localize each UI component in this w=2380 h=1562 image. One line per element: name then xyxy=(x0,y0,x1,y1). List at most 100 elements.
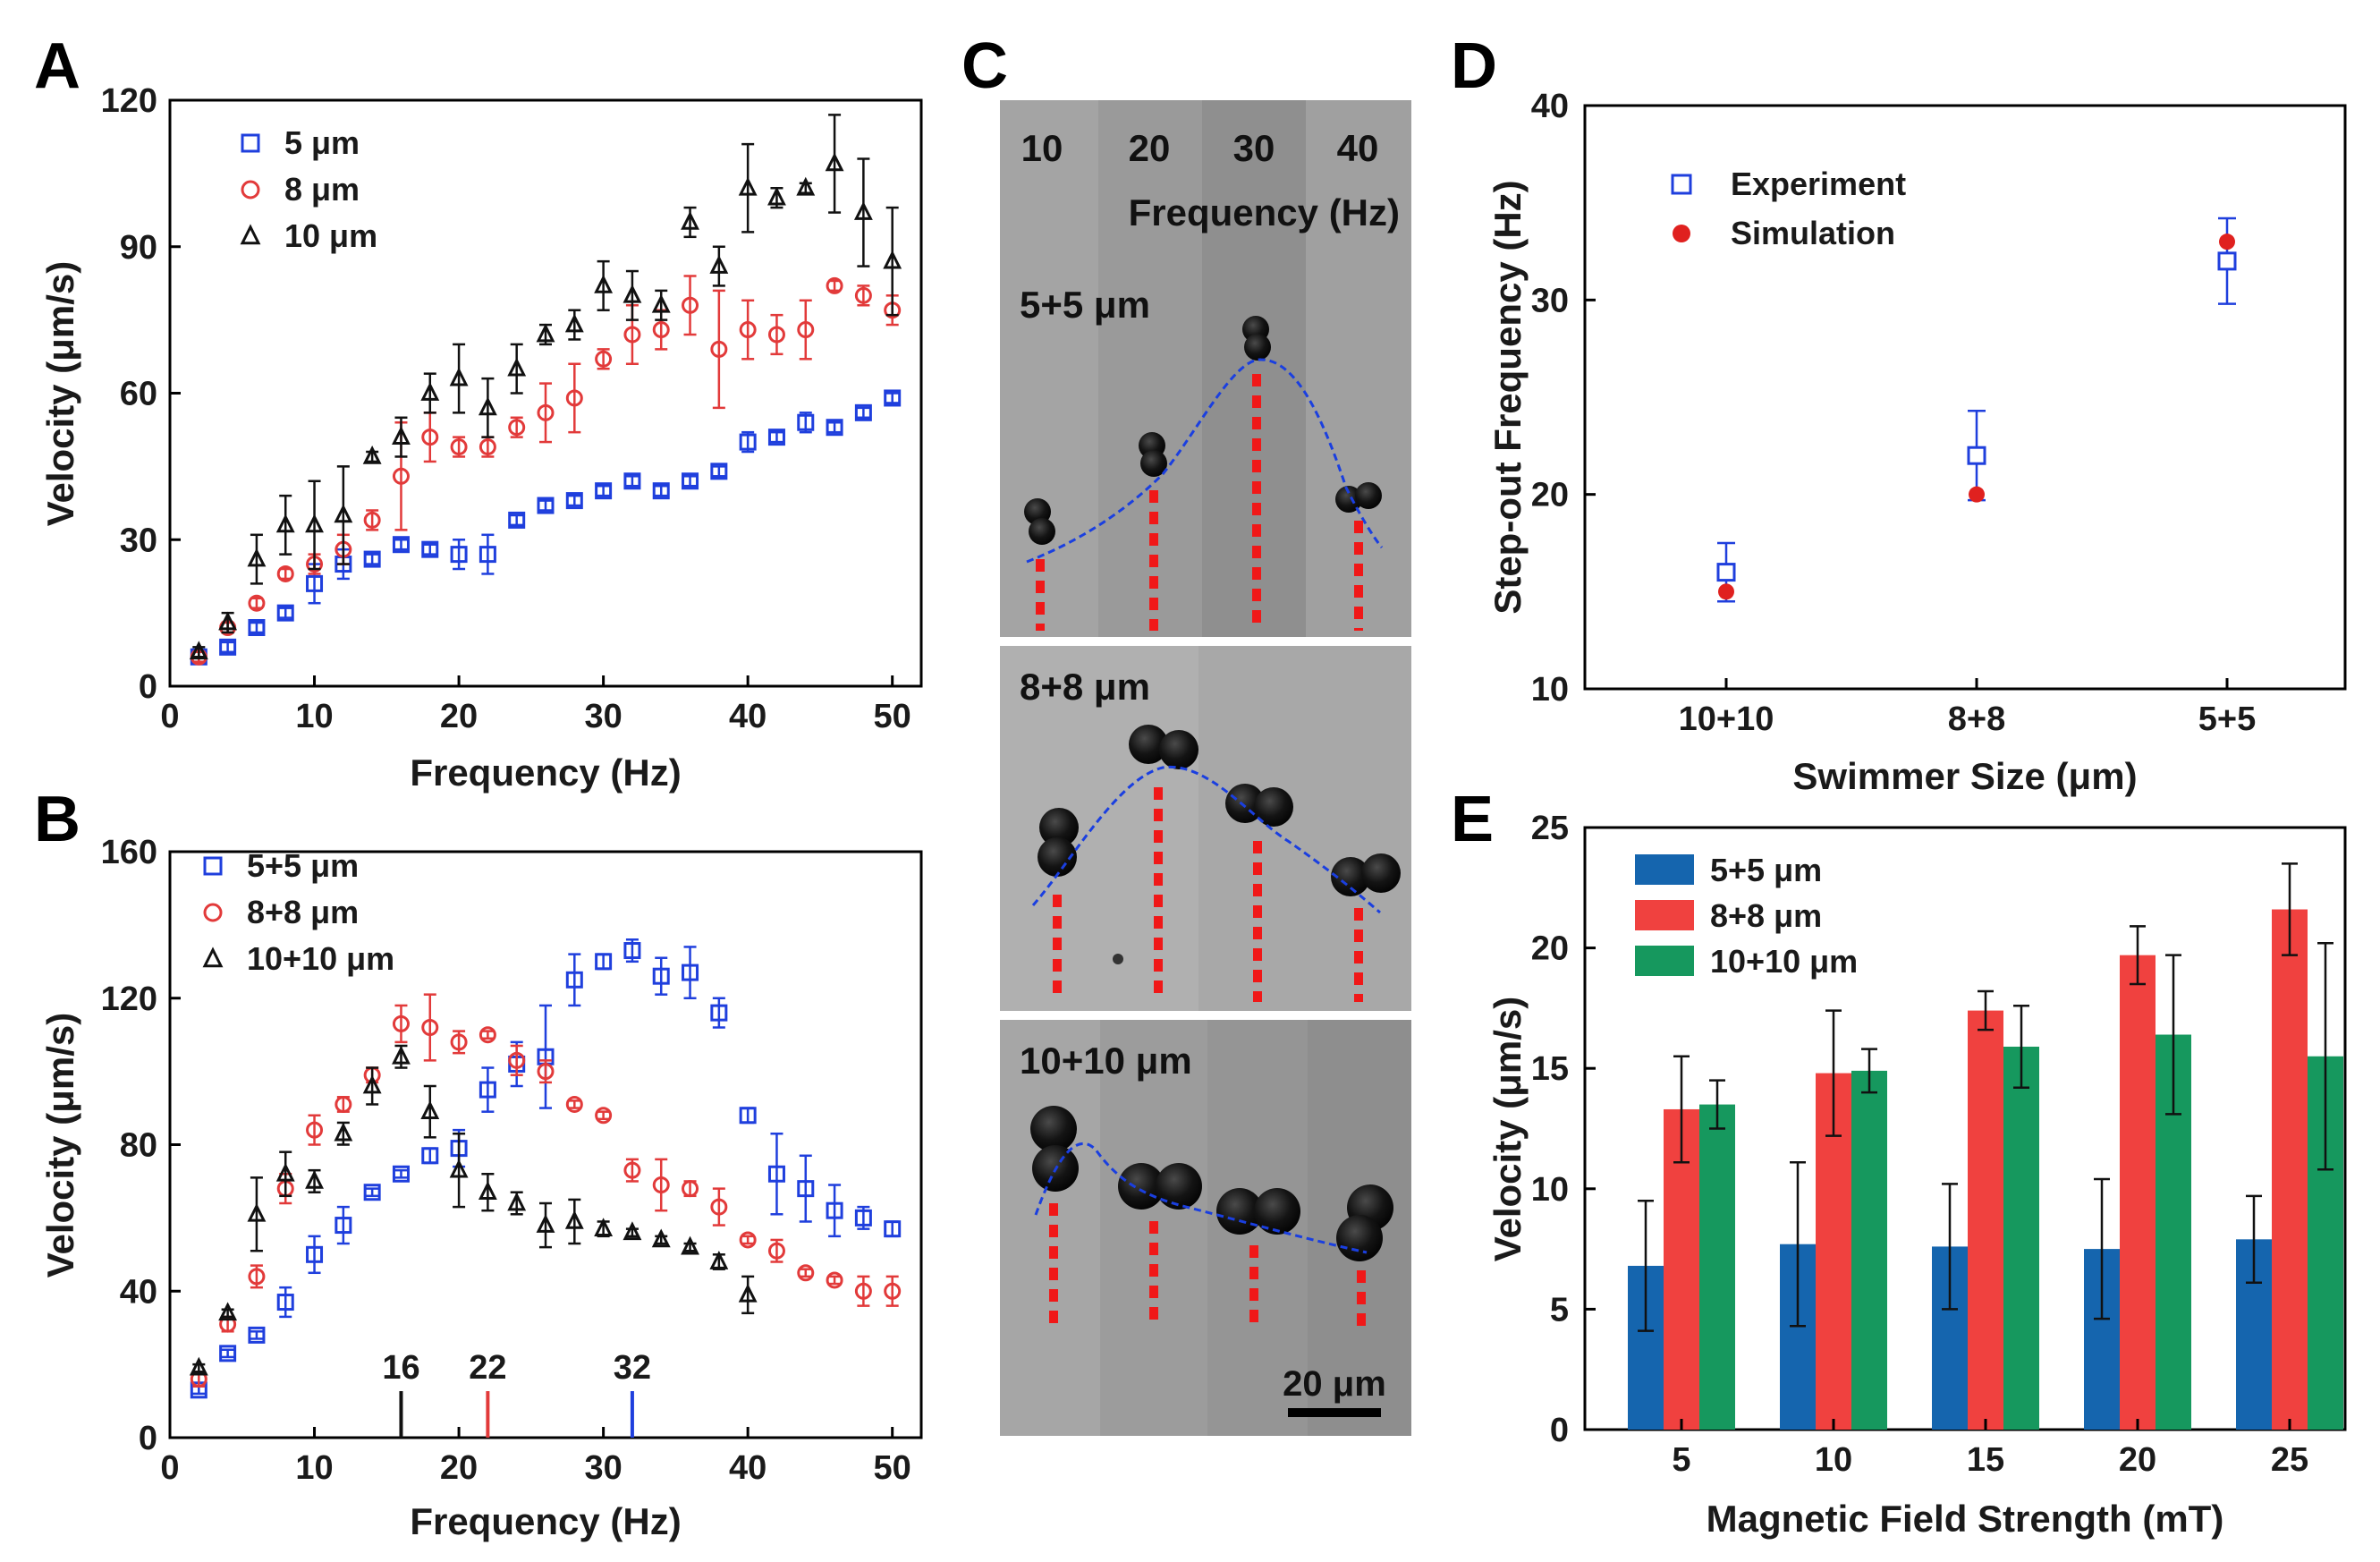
chart-a-point xyxy=(247,548,267,567)
chart-a-point xyxy=(219,638,237,656)
chart-a-point xyxy=(739,321,757,339)
chart-a-legend-marker xyxy=(241,133,260,153)
chart-d-legend-marker xyxy=(1673,225,1690,242)
chart-a-ytick-label: 60 xyxy=(120,376,157,413)
chart-b-point xyxy=(797,1180,815,1198)
chart-a-point xyxy=(507,357,527,377)
chart-b-xtick-label: 40 xyxy=(729,1449,767,1487)
chart-b-point xyxy=(392,1014,410,1032)
chart-e-xtick-label: 15 xyxy=(1967,1441,2004,1479)
chart-e-xtick-label: 25 xyxy=(2271,1441,2308,1479)
chart-a-point xyxy=(595,350,613,368)
chart-a-legend-label: 5 μm xyxy=(284,124,360,161)
chart-b-point xyxy=(507,1192,527,1211)
chart-e-bar xyxy=(1851,1070,1887,1430)
chart-a-point xyxy=(537,497,555,514)
chart-b-point xyxy=(652,967,670,985)
chart-e-legend-swatch xyxy=(1635,946,1694,976)
chart-a-point xyxy=(508,419,526,437)
chart-b-point xyxy=(739,1231,757,1249)
chart-a-legend-marker xyxy=(240,224,261,245)
beads-8x8 xyxy=(1031,725,1401,1002)
chart-a-point xyxy=(710,340,728,358)
step-out-label: 16 xyxy=(382,1349,419,1387)
chart-b-point xyxy=(306,1245,324,1263)
chart-b-point xyxy=(854,1209,872,1227)
chart-e: 0 5 10 15 20 25 5 10 15 20 25 Magnetic Field Stren… xyxy=(1486,810,2347,1540)
chart-b-point xyxy=(826,1271,843,1289)
chart-a-point xyxy=(275,514,295,533)
chart-b-point xyxy=(478,1181,497,1201)
chart-a-point xyxy=(305,514,324,533)
chart-b-point xyxy=(681,1235,699,1255)
chart-a-point xyxy=(710,463,728,480)
chart-b-point xyxy=(449,1159,469,1178)
chart-e-legend-swatch xyxy=(1635,900,1694,930)
chart-a-point xyxy=(537,403,555,421)
freq-label-10: 10 xyxy=(1021,127,1063,169)
chart-a-point xyxy=(797,321,815,339)
chart-b-xlabel: Frequency (Hz) xyxy=(410,1500,681,1542)
chart-b-point xyxy=(392,1045,411,1065)
chart-a-xtick-label: 10 xyxy=(295,698,333,735)
chart-a-point xyxy=(682,296,699,314)
chart-a-point xyxy=(682,472,699,490)
chart-a-point xyxy=(421,429,439,446)
chart-b-legend-label: 5+5 μm xyxy=(247,847,359,884)
chart-a-point xyxy=(363,550,381,568)
chart-a-xtick-label: 20 xyxy=(440,698,478,735)
chart-b-point xyxy=(595,953,613,971)
chart-b-point xyxy=(421,1147,439,1165)
chart-a-xlabel: Frequency (Hz) xyxy=(410,751,681,794)
chart-b-point xyxy=(392,1165,410,1183)
chart-a-xtick-label: 0 xyxy=(160,698,179,735)
chart-b-point xyxy=(709,1251,729,1269)
chart-a-point xyxy=(248,594,266,612)
chart-a-point xyxy=(767,326,785,344)
chart-a-point xyxy=(392,426,411,445)
chart-a-legend-marker xyxy=(241,180,260,199)
chart-e-xtick-label: 5 xyxy=(1672,1441,1690,1479)
chart-b-point xyxy=(710,1198,728,1216)
chart-a-point xyxy=(479,546,496,564)
chart-d-point xyxy=(1718,583,1734,600)
chart-b-point xyxy=(479,1026,496,1044)
chart-a-point xyxy=(623,472,641,490)
chart-a-point xyxy=(595,482,613,500)
chart-a-point xyxy=(853,201,873,220)
panel-letter-a: A xyxy=(34,30,80,102)
chart-a-point xyxy=(218,611,238,631)
chart-d-point xyxy=(1967,446,1986,465)
chart-d-point xyxy=(1716,563,1736,582)
scalebar xyxy=(1288,1408,1381,1417)
chart-a: 0 10 20 30 40 50 0 30 60 90 120 Frequency (Hz) Vel… xyxy=(39,82,923,794)
chart-b-point xyxy=(479,1081,496,1099)
chart-a-point xyxy=(738,176,758,196)
chart-e-bar xyxy=(2120,955,2156,1430)
chart-a-ytick-label: 30 xyxy=(120,522,157,559)
chart-a-point xyxy=(594,274,614,293)
chart-b-point xyxy=(826,1201,843,1219)
chart-b-point xyxy=(682,1180,699,1198)
chart-b-point xyxy=(884,1282,902,1300)
chart-b-point xyxy=(536,1214,555,1233)
chart-b-legend-marker xyxy=(203,856,223,876)
chart-b-point xyxy=(335,1217,352,1235)
chart-e-bar xyxy=(2003,1046,2039,1430)
chart-d-xlabel: Swimmer Size (μm) xyxy=(1792,755,2137,797)
chart-b-point xyxy=(219,1345,237,1363)
chart-b-point xyxy=(276,1294,294,1312)
chart-b-point xyxy=(306,1121,324,1139)
chart-a-point xyxy=(797,413,815,431)
chart-b-ytick-label: 160 xyxy=(101,834,157,871)
chart-b-point xyxy=(420,1100,440,1119)
freq-title: Frequency (Hz) xyxy=(1129,191,1400,233)
chart-a-point xyxy=(709,255,729,274)
chart-a-xtick-label: 30 xyxy=(584,698,622,735)
chart-a-point xyxy=(854,286,872,304)
chart-b-xtick-label: 20 xyxy=(440,1449,478,1487)
chart-b-point xyxy=(275,1162,295,1182)
chart-a-point xyxy=(276,565,294,582)
chart-b-point xyxy=(537,1063,555,1081)
